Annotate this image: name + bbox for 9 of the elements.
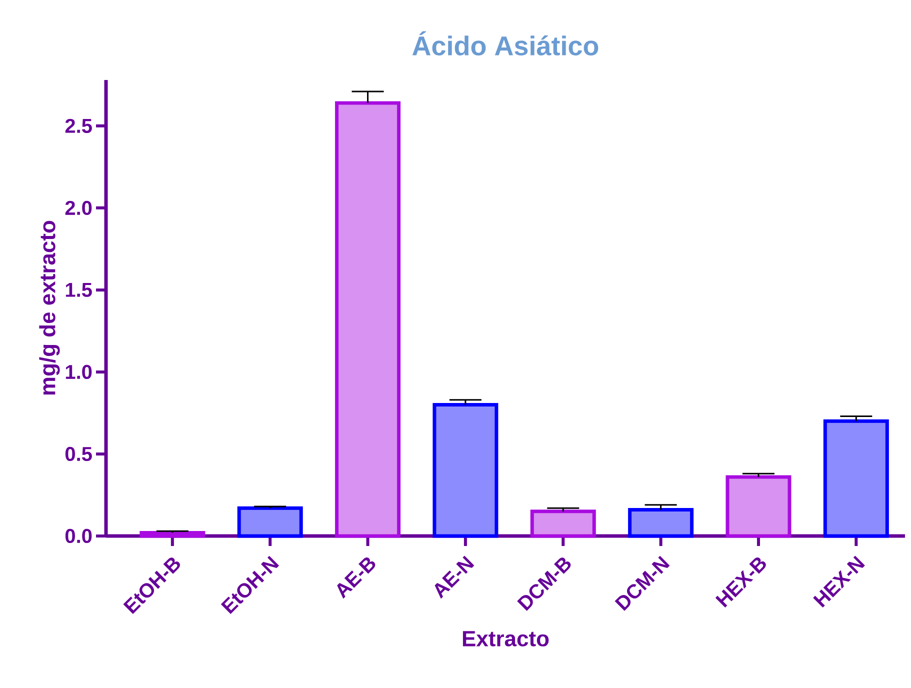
y-tick-label: 0.5 [65, 446, 92, 462]
chart-title: Ácido Asiático [412, 31, 598, 56]
y-tick-label: 2.0 [65, 200, 92, 216]
y-tick-label: 1.0 [66, 364, 92, 380]
y-tick-label: 2.5 [65, 118, 92, 133]
y-tick-label: 1.5 [66, 282, 92, 297]
y-axis-title: mg/g de extracto [39, 220, 60, 395]
x-axis-title: Extracto [462, 631, 549, 646]
y-tick-label: 0.0 [65, 528, 92, 544]
